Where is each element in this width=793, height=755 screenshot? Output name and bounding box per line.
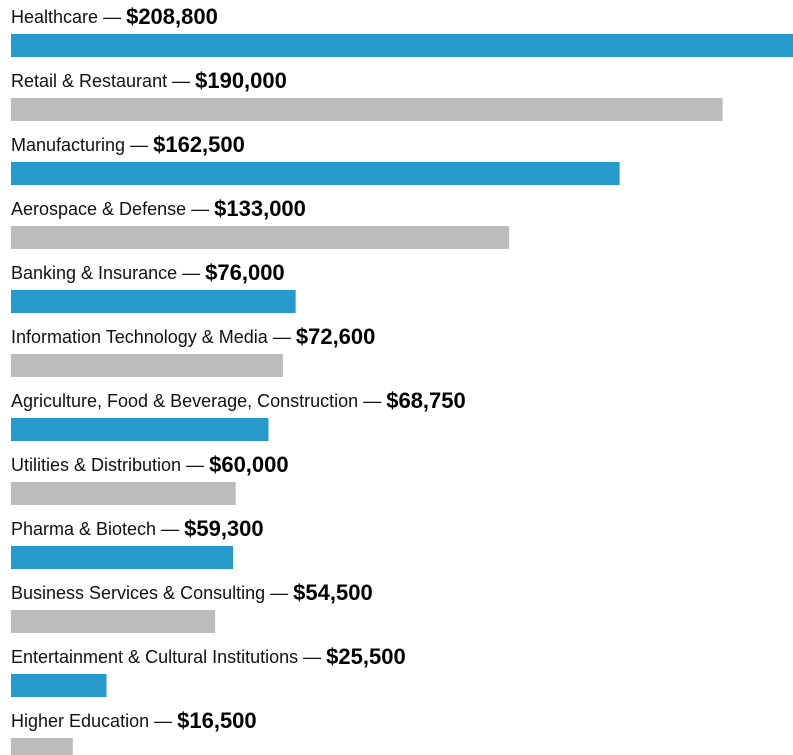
value-label: $208,800	[126, 4, 218, 29]
bar	[11, 674, 107, 697]
bar-label: Information Technology & Media — $72,600	[11, 324, 375, 349]
bar-label: Retail & Restaurant — $190,000	[11, 68, 287, 93]
category-label: Entertainment & Cultural Institutions	[11, 647, 298, 667]
category-label: Business Services & Consulting	[11, 583, 265, 603]
bar	[11, 290, 296, 313]
category-label: Utilities & Distribution	[11, 455, 181, 475]
bar	[11, 34, 793, 57]
separator: —	[130, 135, 148, 155]
bar-label: Higher Education — $16,500	[11, 708, 257, 733]
bar-label: Utilities & Distribution — $60,000	[11, 452, 289, 477]
bar-label: Aerospace & Defense — $133,000	[11, 196, 306, 221]
category-label: Higher Education	[11, 711, 149, 731]
value-label: $68,750	[386, 388, 466, 413]
bar	[11, 482, 236, 505]
bar	[11, 226, 510, 249]
bar	[11, 610, 216, 633]
value-label: $54,500	[293, 580, 373, 605]
separator: —	[182, 263, 200, 283]
bar	[11, 738, 73, 755]
category-label: Banking & Insurance	[11, 263, 177, 283]
separator: —	[303, 647, 321, 667]
bar-label: Healthcare — $208,800	[11, 4, 218, 29]
separator: —	[154, 711, 172, 731]
separator: —	[270, 583, 288, 603]
category-label: Pharma & Biotech	[11, 519, 156, 539]
value-label: $25,500	[326, 644, 406, 669]
value-label: $162,500	[153, 132, 245, 157]
category-label: Manufacturing	[11, 135, 125, 155]
category-label: Aerospace & Defense	[11, 199, 186, 219]
separator: —	[172, 71, 190, 91]
value-label: $133,000	[214, 196, 306, 221]
bar-label: Manufacturing — $162,500	[11, 132, 245, 157]
bar-label: Business Services & Consulting — $54,500	[11, 580, 373, 605]
bar-label: Banking & Insurance — $76,000	[11, 260, 285, 285]
bar-label: Entertainment & Cultural Institutions — …	[11, 644, 406, 669]
separator: —	[186, 455, 204, 475]
value-label: $76,000	[205, 260, 285, 285]
bar	[11, 546, 234, 569]
value-label: $59,300	[184, 516, 264, 541]
value-label: $60,000	[209, 452, 289, 477]
separator: —	[273, 327, 291, 347]
bar-label: Pharma & Biotech — $59,300	[11, 516, 264, 541]
value-label: $16,500	[177, 708, 257, 733]
separator: —	[103, 7, 121, 27]
value-label: $190,000	[195, 68, 287, 93]
separator: —	[363, 391, 381, 411]
bar	[11, 354, 283, 377]
separator: —	[191, 199, 209, 219]
bar-label: Agriculture, Food & Beverage, Constructi…	[11, 388, 466, 413]
category-label: Information Technology & Media	[11, 327, 269, 347]
value-label: $72,600	[296, 324, 376, 349]
bar	[11, 98, 723, 121]
separator: —	[161, 519, 179, 539]
category-label: Retail & Restaurant	[11, 71, 167, 91]
bar	[11, 162, 620, 185]
category-label: Agriculture, Food & Beverage, Constructi…	[11, 391, 358, 411]
bar	[11, 418, 269, 441]
category-label: Healthcare	[11, 7, 98, 27]
